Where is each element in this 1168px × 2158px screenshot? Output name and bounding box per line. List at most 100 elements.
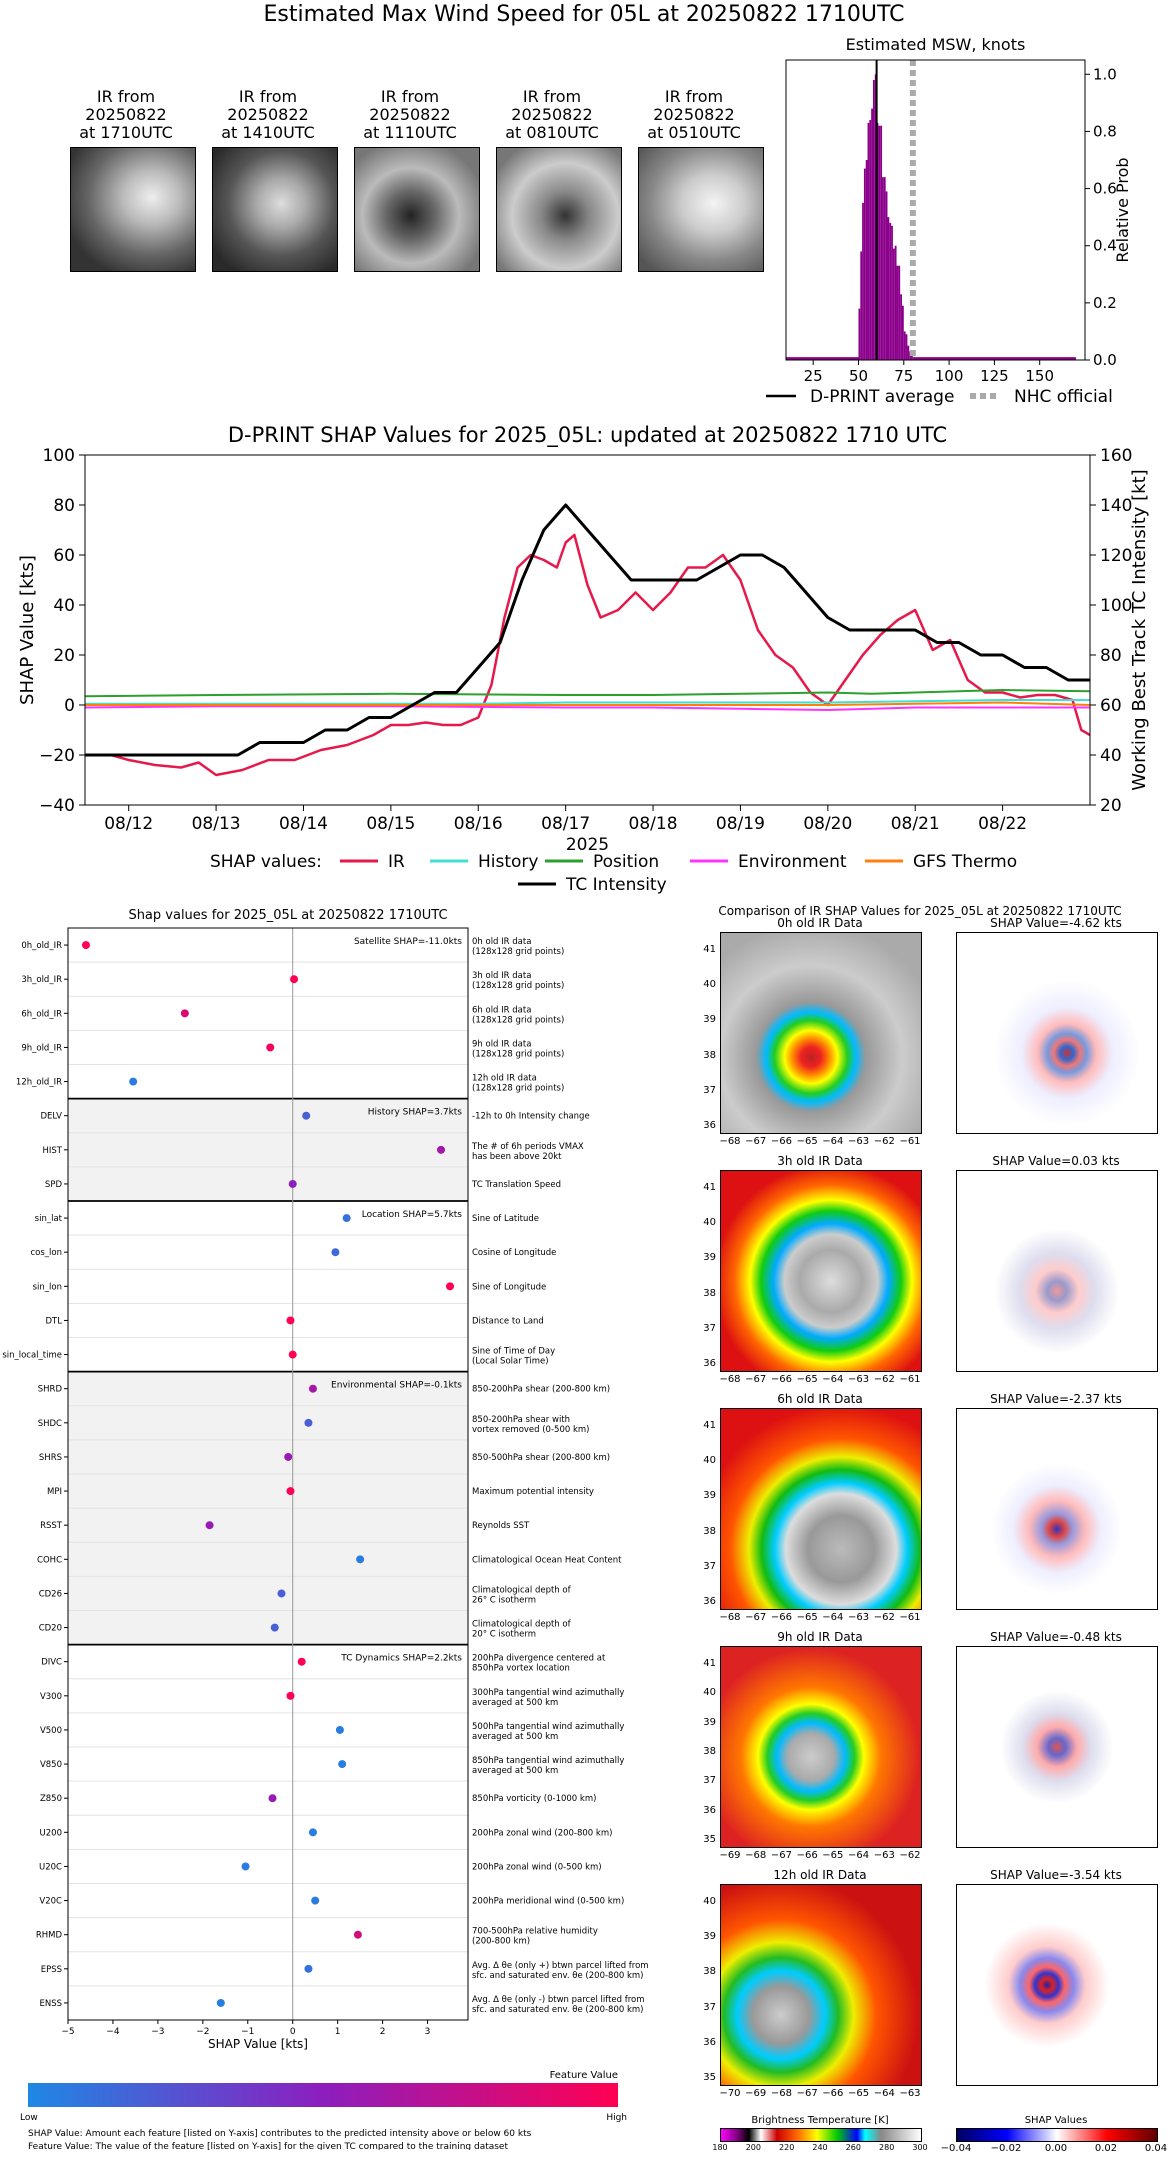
thumbnail-caption: IR from 20250822 at 1710UTC (56, 88, 196, 142)
lon-tick-label: −70 (719, 2088, 741, 2099)
y-tick-label: 1.0 (1093, 65, 1117, 83)
lon-tick-label: −65 (848, 2088, 870, 2099)
feature-name: ENSS (39, 1999, 62, 2009)
feature-desc: 850hPa tangential wind azimuthally (472, 1756, 624, 1766)
lon-tick-label: −67 (745, 1374, 767, 1385)
group-label: History SHAP=3.7kts (368, 1108, 463, 1118)
feature-desc: averaged at 500 km (472, 1698, 558, 1708)
series-line-gfs-thermo (85, 701, 1091, 706)
lon-tick-label: −65 (796, 1612, 818, 1623)
lon-tick-label: −64 (822, 1612, 844, 1623)
ir-map-title: 12h old IR Data (773, 1868, 867, 1882)
thumbnail-caption: IR from 20250822 at 0810UTC (482, 88, 622, 142)
feature-desc: 200hPa zonal wind (0-500 km) (472, 1862, 602, 1872)
timeseries-title: D-PRINT SHAP Values for 2025_05L: update… (228, 423, 947, 448)
feature-desc: Distance to Land (472, 1316, 544, 1326)
shap-map-image (956, 1170, 1158, 1372)
lon-tick-label: −62 (899, 1850, 921, 1861)
y-right-tick-label: 120 (1100, 546, 1132, 566)
lon-tick-label: −67 (745, 1612, 767, 1623)
ir-thumbnail-image (354, 147, 480, 272)
caption-line: IR from (238, 87, 298, 106)
feature-desc: 20° C isotherm (472, 1630, 536, 1640)
feature-name: U20C (39, 1862, 62, 1872)
lon-tick-label: −66 (770, 1612, 792, 1623)
x-tick-label: 150 (1025, 367, 1054, 385)
ir-panel-title: Comparison of IR SHAP Values for 2025_05… (718, 904, 1122, 918)
feature-name: 3h_old_IR (21, 975, 62, 985)
lon-tick-label: −68 (745, 1850, 767, 1861)
lon-tick-label: −69 (719, 1850, 741, 1861)
timeseries-ylabel-left: SHAP Value [kts] (17, 555, 38, 705)
feature-name: CD26 (39, 1589, 62, 1599)
legend-label: GFS Thermo (913, 852, 1017, 872)
shap-map-image (956, 932, 1158, 1134)
histogram-bar (889, 222, 892, 360)
legend-label: IR (388, 852, 405, 872)
lon-tick-label: −64 (822, 1136, 844, 1147)
thumbnail-caption: IR from 20250822 at 1410UTC (198, 88, 338, 142)
caption-date: 20250822 (85, 105, 167, 124)
lat-tick-label: 38 (703, 1966, 716, 1978)
feature-point (353, 1930, 362, 1939)
feature-name: MPI (47, 1487, 62, 1497)
x-tick-label: 08/12 (104, 814, 153, 834)
lon-tick-label: −62 (873, 1612, 895, 1623)
feature-name: sin_local_time (2, 1351, 62, 1361)
lon-tick-label: −68 (770, 2088, 792, 2099)
feature-desc: -12h to 0h Intensity change (472, 1112, 590, 1122)
caption-date: 20250822 (369, 105, 451, 124)
bt-colorbar (720, 2128, 922, 2142)
feature-point (437, 1145, 446, 1154)
lon-tick-label: −66 (770, 1374, 792, 1385)
feature-point (302, 1111, 311, 1120)
x-tick-label: 0 (290, 2027, 296, 2037)
feature-point (356, 1555, 365, 1564)
lat-tick-label: 40 (703, 1896, 716, 1907)
group-shading (68, 1098, 468, 1201)
feature-desc: (Local Solar Time) (472, 1357, 549, 1367)
lon-tick-label: −63 (848, 1374, 870, 1385)
lat-tick-label: 38 (703, 1287, 716, 1299)
feature-desc: Climatological depth of (472, 1620, 572, 1630)
feature-point (270, 1623, 279, 1632)
y-right-tick-label: 140 (1100, 496, 1132, 516)
lon-tick-label: −62 (873, 1374, 895, 1385)
histogram-bar (898, 265, 901, 360)
legend-label: Position (593, 852, 659, 872)
feature-desc: Sine of Latitude (472, 1214, 539, 1224)
histogram-bar (878, 125, 881, 360)
lon-tick-label: −66 (822, 2088, 844, 2099)
feature-name: 12h_old_IR (16, 1078, 62, 1088)
feature-name: SHRD (38, 1385, 63, 1395)
feature-name: RSST (40, 1521, 63, 1531)
lon-tick-label: −68 (719, 1374, 741, 1385)
shap-map-title: SHAP Value=-2.37 kts (990, 1392, 1122, 1406)
histogram-bar (880, 125, 883, 360)
bt-tick-label: 240 (812, 2143, 828, 2152)
feature-point (331, 1248, 340, 1257)
ir-thumbnail-image (212, 147, 338, 272)
timeseries-xlabel: 2025 (566, 835, 609, 855)
histogram-bar (883, 177, 886, 360)
feature-desc: 850-200hPa shear with (472, 1415, 570, 1425)
legend-title: SHAP values: (210, 852, 322, 872)
feature-desc: Sine of Longitude (472, 1282, 546, 1292)
lat-tick-label: 37 (703, 2001, 716, 2013)
feature-desc: 850hPa vortex location (472, 1664, 570, 1674)
feature-desc: Climatological depth of (472, 1585, 572, 1595)
feature-point (288, 1350, 297, 1359)
feature-point (304, 1964, 313, 1973)
ir-thumbnail-image (496, 147, 622, 272)
histogram-bar (887, 217, 890, 360)
histogram-bar (863, 168, 866, 360)
feature-desc: (128x128 grid points) (472, 947, 564, 957)
ir-thumbnail-image (638, 147, 764, 272)
feature-desc: (128x128 grid points) (472, 1084, 564, 1094)
histogram-bar (867, 122, 870, 360)
shap-map-image (956, 1408, 1158, 1610)
x-tick-label: −4 (106, 2027, 120, 2037)
x-tick-label: 08/17 (541, 814, 590, 834)
feature-desc: (128x128 grid points) (472, 981, 564, 991)
feature-point (308, 1828, 317, 1837)
